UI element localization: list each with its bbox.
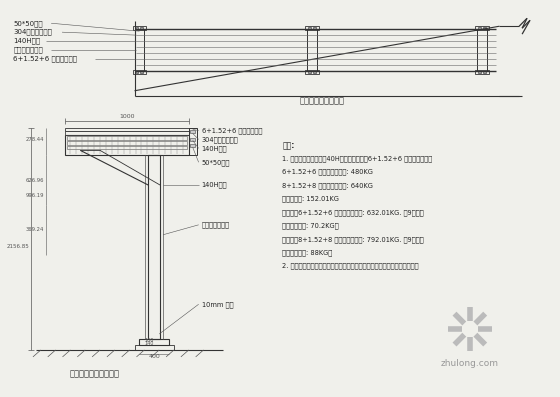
Bar [483, 71, 486, 73]
Text: 140H系统: 140H系统 [13, 38, 40, 44]
Bar [478, 27, 480, 29]
Text: 平均每根承重: 88KG。: 平均每根承重: 88KG。 [282, 249, 333, 256]
Bar [134, 29, 144, 71]
Bar [66, 127, 189, 131]
Text: 6+1.52+6 钢化夹胶玻璃: 6+1.52+6 钢化夹胶玻璃 [202, 127, 262, 134]
Text: 2156.85: 2156.85 [6, 244, 29, 249]
Bar [475, 70, 488, 74]
Bar [67, 146, 187, 149]
Bar [190, 139, 195, 141]
Text: 369.24: 369.24 [25, 227, 44, 232]
Bar [67, 141, 187, 145]
Text: 如果采用6+1.52+6 落板结构重量为: 632.01KG. 每9根支柱: 如果采用6+1.52+6 落板结构重量为: 632.01KG. 每9根支柱 [282, 209, 424, 216]
Bar [305, 26, 319, 30]
Text: 原有不锈钢包边: 原有不锈钢包边 [202, 222, 230, 228]
Bar [313, 27, 316, 29]
Bar [190, 131, 195, 133]
Text: 宣传栏反光速覆侧视图: 宣传栏反光速覆侧视图 [70, 369, 120, 378]
Bar [133, 26, 146, 30]
Bar [190, 145, 195, 147]
Text: 钢构重量为: 152.01KG: 钢构重量为: 152.01KG [282, 196, 339, 202]
Text: 304不锈钢夹胶条: 304不锈钢夹胶条 [13, 29, 52, 35]
Bar [66, 131, 189, 135]
Text: 140H系统: 140H系统 [202, 145, 227, 152]
Bar [136, 71, 138, 73]
Bar [141, 71, 143, 73]
Text: 400: 400 [148, 355, 160, 359]
Bar [141, 27, 143, 29]
Bar [139, 339, 169, 345]
Text: 6+1.52+6 钢化夹胶重量为: 480KG: 6+1.52+6 钢化夹胶重量为: 480KG [282, 169, 374, 175]
Text: zhulong.com: zhulong.com [441, 359, 499, 368]
Text: 如果采用8+1.52+8 落板结构重量为: 792.01KG. 每9根支柱: 如果采用8+1.52+8 落板结构重量为: 792.01KG. 每9根支柱 [282, 236, 424, 243]
Text: 304不锈钢夹胶条: 304不锈钢夹胶条 [202, 136, 238, 143]
Bar [475, 26, 488, 30]
Text: 原有不锈钢包边: 原有不锈钢包边 [13, 47, 43, 53]
Text: 8+1.52+8 钢化夹胶重量为: 640KG: 8+1.52+8 钢化夹胶重量为: 640KG [282, 182, 374, 189]
Text: 宣传栏反光速覆俯图: 宣传栏反光速覆俯图 [300, 96, 344, 105]
Text: 278.44: 278.44 [25, 137, 44, 142]
Bar [308, 71, 311, 73]
Text: 1000: 1000 [119, 114, 134, 119]
Text: 100: 100 [144, 339, 154, 343]
Text: 140: 140 [144, 341, 154, 347]
Bar [189, 127, 197, 155]
Bar [305, 70, 319, 74]
Text: 626.96: 626.96 [25, 177, 44, 183]
Bar [483, 27, 486, 29]
Text: 50*50铝管: 50*50铝管 [13, 20, 43, 27]
Text: 140H系统: 140H系统 [202, 182, 227, 189]
Bar [133, 70, 146, 74]
Bar [134, 345, 174, 350]
Text: 10mm 钢板: 10mm 钢板 [202, 301, 233, 308]
Bar [307, 29, 317, 71]
Text: 996.19: 996.19 [25, 193, 44, 198]
Bar [66, 135, 189, 155]
Bar [478, 71, 480, 73]
Text: 说明:: 说明: [282, 141, 295, 150]
Bar [136, 27, 138, 29]
Text: 50*50铝管: 50*50铝管 [202, 159, 230, 166]
Text: 平均每根承重: 70.2KG。: 平均每根承重: 70.2KG。 [282, 222, 339, 229]
Bar [477, 29, 487, 71]
Bar [67, 137, 187, 141]
Text: 1. 支柱和落板框架采用40H系统，玻璃采用6+1.52+6 钢化夹胶玻璃。: 1. 支柱和落板框架采用40H系统，玻璃采用6+1.52+6 钢化夹胶玻璃。 [282, 156, 432, 162]
Bar [313, 71, 316, 73]
Bar [308, 27, 311, 29]
Text: 2. 支柱底部整个周面须采用防锈油漆处理，须刷防水处理，禁止埋土过深。: 2. 支柱底部整个周面须采用防锈油漆处理，须刷防水处理，禁止埋土过深。 [282, 263, 419, 269]
Text: 6+1.52+6 钢化夹胶玻璃: 6+1.52+6 钢化夹胶玻璃 [13, 56, 77, 62]
Bar [148, 155, 160, 339]
